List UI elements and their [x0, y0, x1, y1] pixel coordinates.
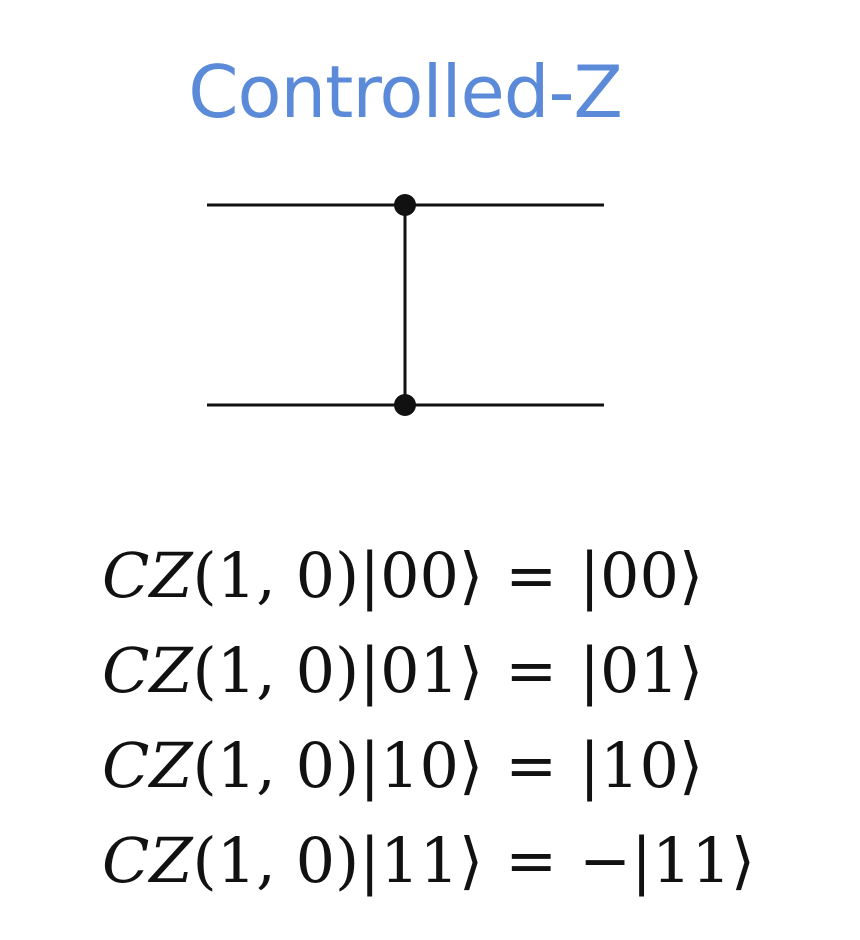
equals-sign: = — [505, 634, 558, 707]
diagram-title: Controlled-Z — [188, 50, 623, 134]
equation-row: CZ(1, 0)|10⟩ = |10⟩ — [102, 718, 755, 813]
input-ket: |10⟩ — [359, 729, 484, 802]
output-ket: |10⟩ — [579, 729, 704, 802]
gate-symbol: CZ — [102, 539, 193, 612]
input-ket: |01⟩ — [359, 634, 484, 707]
equation-row: CZ(1, 0)|00⟩ = |00⟩ — [102, 528, 755, 623]
equation-row: CZ(1, 0)|11⟩ = −|11⟩ — [102, 813, 755, 908]
gate-arguments: (1, 0) — [192, 729, 360, 802]
output-ket: |00⟩ — [579, 539, 704, 612]
gate-arguments: (1, 0) — [192, 824, 360, 897]
equation-row: CZ(1, 0)|01⟩ = |01⟩ — [102, 623, 755, 718]
gate-arguments: (1, 0) — [192, 539, 360, 612]
output-ket: |01⟩ — [579, 634, 704, 707]
equals-sign: = — [505, 539, 558, 612]
gate-symbol: CZ — [102, 729, 193, 802]
control-dot-bottom — [394, 394, 416, 416]
equals-sign: = — [505, 824, 558, 897]
equals-sign: = — [505, 729, 558, 802]
cz-circuit-diagram — [207, 194, 604, 416]
equation-list: CZ(1, 0)|00⟩ = |00⟩ CZ(1, 0)|01⟩ = |01⟩ CZ(1… — [102, 528, 755, 908]
gate-symbol: CZ — [102, 824, 193, 897]
gate-arguments: (1, 0) — [192, 634, 360, 707]
control-dot-top — [394, 194, 416, 216]
output-ket: −|11⟩ — [579, 824, 756, 897]
gate-symbol: CZ — [102, 634, 193, 707]
input-ket: |00⟩ — [359, 539, 484, 612]
input-ket: |11⟩ — [359, 824, 484, 897]
